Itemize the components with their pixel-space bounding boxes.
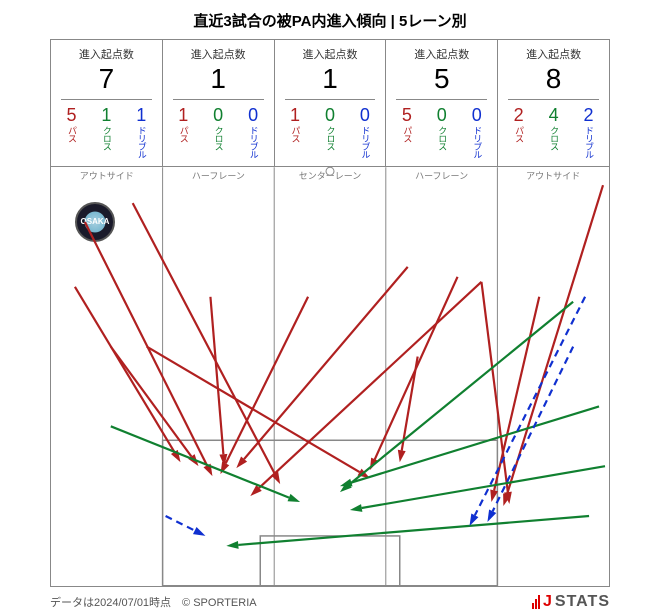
breakdown-label: ドリブル [472,126,481,158]
brand-bars-icon [532,595,540,609]
lane-breakdown: 1 パス 0 クロス 0 ドリブル [167,106,270,158]
breakdown-num: 1 [136,106,146,124]
lane-header: 進入起点数 [167,46,270,62]
breakdown-label: ドリブル [137,126,146,158]
breakdown-item: 0 クロス [213,106,223,158]
lane-rule [173,99,264,100]
lane-breakdown: 5 パス 1 クロス 1 ドリブル [55,106,158,158]
footer: データは2024/07/01時点 © SPORTERIA J STATS [50,593,610,611]
breakdown-item: 5 パス [66,106,76,158]
lane-header: 進入起点数 [502,46,605,62]
lane-box: 進入起点数 1 1 パス 0 クロス 0 ドリブル [163,40,275,166]
lane-breakdown: 1 パス 0 クロス 0 ドリブル [279,106,382,158]
breakdown-label: ドリブル [360,126,369,158]
breakdown-num: 5 [402,106,412,124]
lane-header: 進入起点数 [55,46,158,62]
lane-total: 1 [279,64,382,95]
lane-rule [508,99,599,100]
breakdown-item: 0 クロス [437,106,447,158]
breakdown-item: 1 クロス [101,106,111,158]
breakdown-item: 0 ドリブル [472,106,482,158]
lane-header: 進入起点数 [279,46,382,62]
breakdown-num: 2 [583,106,593,124]
lane-total: 1 [167,64,270,95]
lane-total: 5 [390,64,493,95]
lane-breakdown: 2 パス 4 クロス 2 ドリブル [502,106,605,158]
breakdown-item: 1 パス [178,106,188,158]
breakdown-num: 0 [472,106,482,124]
breakdown-label: クロス [102,126,111,150]
breakdown-num: 5 [66,106,76,124]
breakdown-item: 0 クロス [325,106,335,158]
breakdown-label: パス [402,126,411,142]
breakdown-item: 5 パス [402,106,412,158]
breakdown-label: パス [67,126,76,142]
brand-text: STATS [555,593,610,611]
lane-box: 進入起点数 7 5 パス 1 クロス 1 ドリブル [51,40,163,166]
breakdown-item: 4 クロス [549,106,559,158]
lane-breakdown: 5 パス 0 クロス 0 ドリブル [390,106,493,158]
chart-title: 直近3試合の被PA内進入傾向 | 5レーン別 [50,10,610,31]
stats-row: 進入起点数75パス1クロス1ドリブル進入起点数11パス0クロス0ドリブル進入起点… [50,39,610,167]
breakdown-num: 0 [213,106,223,124]
lane-rule [396,99,487,100]
lane-box: 進入起点数 1 1 パス 0 クロス 0 ドリブル [275,40,387,166]
breakdown-label: ドリブル [249,126,258,158]
pitch-area: アウトサイドハーフレーンセンターレーンハーフレーンアウトサイド OSAKA [50,167,610,587]
breakdown-label: クロス [437,126,446,150]
breakdown-label: パス [179,126,188,142]
breakdown-num: 0 [325,106,335,124]
breakdown-num: 4 [549,106,559,124]
lane-header: 進入起点数 [390,46,493,62]
breakdown-num: 0 [437,106,447,124]
breakdown-num: 1 [178,106,188,124]
pitch-svg [51,167,609,586]
breakdown-num: 2 [514,106,524,124]
breakdown-label: クロス [325,126,334,150]
breakdown-num: 1 [290,106,300,124]
lane-total: 8 [502,64,605,95]
breakdown-item: 1 ドリブル [136,106,146,158]
breakdown-num: 0 [248,106,258,124]
breakdown-item: 2 ドリブル [583,106,593,158]
breakdown-label: パス [514,126,523,142]
breakdown-label: クロス [549,126,558,150]
breakdown-label: ドリブル [584,126,593,158]
lane-box: 進入起点数 5 5 パス 0 クロス 0 ドリブル [386,40,498,166]
brand-j: J [543,593,553,611]
lane-rule [285,99,376,100]
breakdown-label: クロス [214,126,223,150]
breakdown-num: 0 [360,106,370,124]
breakdown-item: 0 ドリブル [360,106,370,158]
breakdown-item: 2 パス [514,106,524,158]
lane-rule [61,99,152,100]
lane-box: 進入起点数 8 2 パス 4 クロス 2 ドリブル [498,40,609,166]
lane-total: 7 [55,64,158,95]
breakdown-item: 1 パス [290,106,300,158]
brand-logo: J STATS [532,593,610,611]
breakdown-num: 1 [101,106,111,124]
footer-text: データは2024/07/01時点 © SPORTERIA [50,594,257,610]
breakdown-item: 0 ドリブル [248,106,258,158]
breakdown-label: パス [291,126,300,142]
